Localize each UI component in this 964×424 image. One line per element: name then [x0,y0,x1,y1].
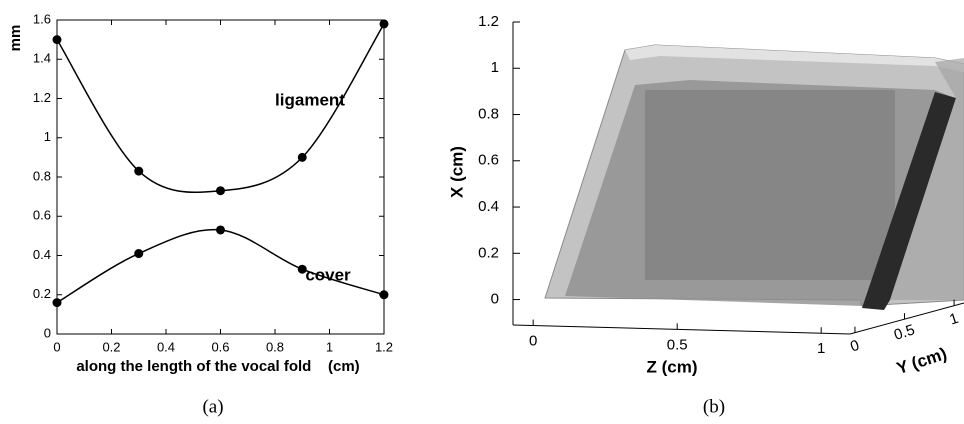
data-point [297,264,307,274]
render-3d [544,44,964,310]
z3d-tick-label: 0.5 [667,336,688,353]
y-tick-label: 0.6 [33,208,51,223]
side-surface [890,58,964,300]
data-point [52,35,62,45]
y-tick-label: 0.4 [33,247,51,262]
data-point [379,19,389,29]
x-tick-label: 1.2 [375,339,393,354]
x-tick-label: 0.8 [266,339,284,354]
data-point [216,225,225,235]
x-axis-label: along the length of the vocal fold (cm) [76,358,359,375]
series-label: ligament [275,90,345,109]
x-tick-label: 0.4 [157,339,175,354]
x3d-tick-label: 0.8 [478,105,499,122]
y-tick-label: 0 [44,325,51,340]
x-tick-label: 0.2 [102,339,120,354]
caption: (a) [202,396,223,417]
x3d-tick-label: 0.6 [478,152,499,169]
data-point [216,186,225,196]
x3d-tick-label: 0.4 [478,198,499,215]
dark-face [862,92,956,310]
x-tick-label: 1 [326,339,333,354]
x3d-tick-label: 0 [491,291,499,308]
x-tick-label: 0.6 [211,339,229,354]
axis-label: Y (cm) [894,344,949,378]
top-edge [625,45,964,72]
y3d-axis [849,302,964,335]
z3d-tick-label: 0 [529,333,537,350]
back-surface [645,90,895,280]
data-point [134,166,144,176]
z3d-axis [512,324,851,335]
x-tick-label: 0 [53,339,60,354]
y-axis-label: mm [7,25,24,52]
y-tick-label: 0.8 [33,168,51,183]
plot-frame [56,19,385,335]
y-tick-label: 1 [44,129,51,144]
data-point [297,152,307,162]
y3d-tick-label: 0.5 [892,321,917,344]
y-tick-label: 0.2 [33,286,51,301]
y-tick-label: 1.6 [33,11,51,26]
data-point [52,298,62,308]
x3d-tick-label: 1 [491,59,499,76]
x3d-tick-label: 1.2 [478,13,499,30]
caption: (b) [703,396,725,417]
x3d-tick-label: 0.2 [478,244,499,261]
y-tick-label: 1.4 [33,51,51,66]
axis-label: Z (cm) [647,357,698,376]
y-tick-label: 1.2 [33,90,51,105]
series-label: cover [305,265,351,284]
data-point [379,290,389,300]
axis-label: X (cm) [447,146,466,198]
y3d-tick-label: 0 [848,337,861,356]
data-point [134,249,144,259]
z3d-tick-label: 1 [817,340,825,357]
y3d-tick-label: 1 [947,310,960,329]
